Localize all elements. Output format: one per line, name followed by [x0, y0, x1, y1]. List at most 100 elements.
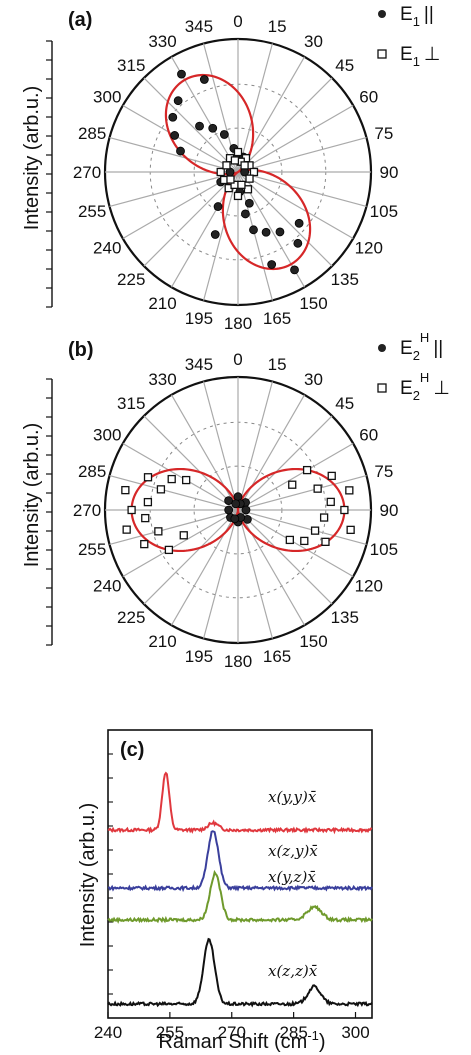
data-point-circle [210, 230, 220, 239]
x-tick-label: 270 [218, 1023, 246, 1042]
angle-label: 165 [263, 309, 291, 328]
polar-spoke [109, 509, 239, 546]
polar-spoke [143, 77, 239, 173]
data-point-circle [230, 514, 240, 524]
y-axis-title-a: Intensity (arb.u.) [21, 86, 43, 231]
data-point-circle [224, 496, 233, 505]
data-points-a [168, 69, 304, 275]
polar-spoke [109, 171, 239, 208]
angle-label: 195 [185, 309, 213, 328]
data-point-square [240, 161, 249, 170]
series-label: x(z,z)x̄ [268, 962, 318, 980]
angle-label: 255 [78, 202, 106, 221]
legend-marker-circle [378, 344, 386, 352]
fit-curve [164, 73, 312, 271]
data-point-square [243, 185, 253, 194]
data-point-circle [168, 112, 178, 122]
data-point-circle [290, 265, 299, 275]
data-point-square [156, 485, 166, 494]
data-point-square [143, 473, 153, 482]
panel-label-b: (b) [68, 339, 94, 361]
data-point-circle [267, 260, 277, 269]
y-axis-ticks-c [108, 753, 113, 995]
angle-label: 120 [355, 239, 383, 258]
legend-label: E1 ⊥ [400, 44, 440, 69]
angle-label: 105 [370, 540, 398, 559]
angle-label: 75 [374, 462, 393, 481]
data-point-circle [294, 218, 304, 228]
polar-spoke [237, 136, 367, 173]
polar-spoke [122, 509, 239, 578]
angle-label: 330 [148, 370, 176, 389]
panel-label-a: (a) [68, 9, 92, 31]
polar-spoke [109, 474, 239, 511]
angle-label: 150 [299, 294, 327, 313]
angle-label: 150 [299, 632, 327, 651]
data-point-circle [199, 75, 209, 84]
angle-label: 15 [268, 355, 287, 374]
y-axis-title-b: Intensity (arb.u.) [21, 423, 43, 568]
x-axis-ticks-c: 240 255 270 285 300 [94, 1012, 370, 1042]
data-point-square [237, 180, 246, 189]
polar-spoke [202, 509, 239, 639]
angle-label: 225 [117, 270, 145, 289]
angle-label: 60 [359, 426, 378, 445]
angle-label: 255 [78, 540, 106, 559]
polar-spoke [143, 415, 239, 511]
y-axis-ticks-a [46, 40, 53, 308]
angle-label: 315 [117, 394, 145, 413]
data-point-square [121, 485, 130, 495]
angle-label: 0 [233, 350, 242, 369]
polar-spoke [237, 381, 274, 511]
data-point-square [233, 191, 243, 201]
data-point-circle [261, 227, 271, 237]
angle-label: 90 [380, 163, 399, 182]
data-point-square [226, 175, 235, 184]
y-axis-title-c: Intensity (arb.u.) [77, 803, 99, 948]
data-point-circle [224, 505, 234, 515]
data-point-square [122, 525, 131, 534]
spectrum-line [107, 869, 373, 924]
data-point-circle [293, 238, 303, 248]
polar-chart-b: (b) Intensity (arb.u.) 0 15 30 45 60 75 90 105 1… [21, 330, 450, 671]
data-point-square [321, 537, 330, 546]
legend-marker-circle [378, 10, 386, 18]
polar-spoke [143, 171, 239, 267]
data-point-square [310, 526, 320, 535]
legend-label: E1 || [400, 4, 434, 29]
angle-label: 225 [117, 608, 145, 627]
angle-label: 60 [359, 88, 378, 107]
legend-a: E1 || E1 ⊥ [377, 4, 440, 69]
data-point-square [222, 161, 231, 170]
x-tick-label: 255 [156, 1023, 184, 1042]
legend-b: E2H|| E2H⊥ [377, 330, 450, 403]
data-points-b [121, 465, 355, 555]
data-point-circle [177, 69, 186, 79]
series-labels: x(y,y)x̄ x(z,y)x̄ x(y,z)x̄ x(z,z)x̄ [268, 788, 318, 980]
data-point-square [167, 474, 176, 484]
data-point-circle [208, 123, 218, 133]
data-point-circle [176, 146, 185, 156]
data-point-square [288, 480, 297, 489]
data-point-square [300, 536, 309, 546]
angle-label: 345 [185, 355, 213, 374]
spectra-lines [107, 771, 373, 1008]
polar-spoke [237, 415, 333, 511]
y-axis-ticks-b [46, 378, 53, 646]
x-tick-label: 285 [279, 1023, 307, 1042]
x-tick-label: 300 [341, 1023, 369, 1042]
spectrum-line [107, 937, 373, 1008]
data-point-square [164, 545, 174, 555]
polar-chart-a: (a) Intensity (arb.u.) 0 15 30 45 60 75 90 105 1… [21, 4, 440, 333]
data-point-circle [241, 505, 251, 515]
polar-spoke [109, 136, 239, 173]
polar-spoke [237, 442, 354, 511]
polar-spoke [237, 104, 354, 173]
data-point-square [216, 167, 225, 177]
data-point-square [345, 486, 354, 495]
angle-label: 285 [78, 124, 106, 143]
data-point-square [249, 167, 259, 177]
